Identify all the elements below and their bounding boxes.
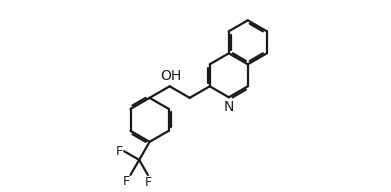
Text: N: N [224, 99, 234, 113]
Text: F: F [116, 145, 123, 158]
Text: F: F [145, 176, 152, 189]
Text: OH: OH [160, 70, 182, 84]
Text: F: F [122, 175, 129, 189]
